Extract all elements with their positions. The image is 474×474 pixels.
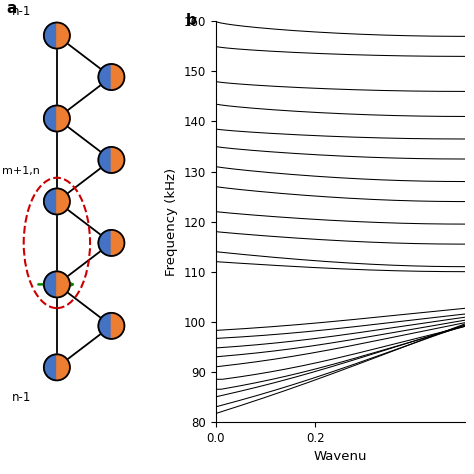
Polygon shape	[44, 271, 57, 298]
Text: m+1,n: m+1,n	[2, 165, 40, 176]
Polygon shape	[111, 147, 124, 173]
Polygon shape	[111, 313, 124, 339]
Polygon shape	[99, 147, 111, 173]
Text: b: b	[186, 13, 197, 28]
X-axis label: Wavenu: Wavenu	[313, 450, 367, 463]
Polygon shape	[99, 64, 111, 90]
Polygon shape	[111, 64, 124, 90]
Text: n-1: n-1	[12, 391, 31, 404]
Polygon shape	[57, 271, 70, 298]
Y-axis label: Frequency (kHz): Frequency (kHz)	[165, 167, 178, 276]
Polygon shape	[44, 105, 57, 131]
Polygon shape	[44, 188, 57, 215]
Polygon shape	[44, 22, 57, 49]
Polygon shape	[57, 188, 70, 215]
Polygon shape	[57, 355, 70, 380]
Polygon shape	[44, 355, 57, 380]
Polygon shape	[99, 230, 111, 256]
Polygon shape	[57, 22, 70, 49]
Polygon shape	[99, 313, 111, 339]
Polygon shape	[57, 105, 70, 131]
Polygon shape	[111, 230, 124, 256]
Text: n-1: n-1	[12, 5, 31, 18]
Text: a: a	[6, 1, 16, 16]
